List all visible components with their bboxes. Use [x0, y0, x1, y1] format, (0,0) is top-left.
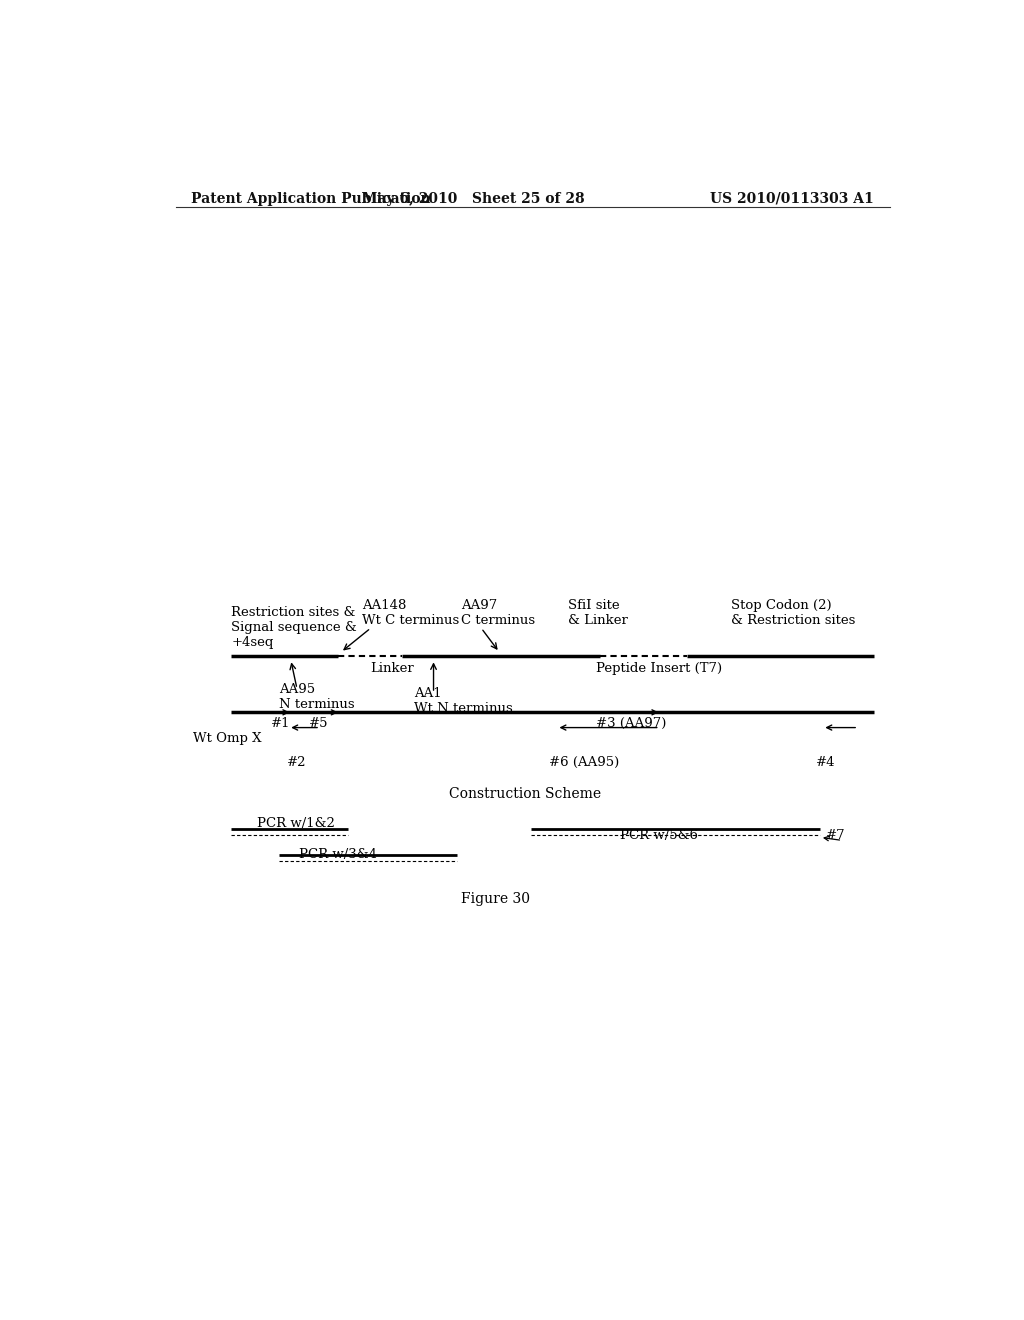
Text: Patent Application Publication: Patent Application Publication — [191, 191, 431, 206]
Text: Restriction sites &
Signal sequence &
+4seq: Restriction sites & Signal sequence & +4… — [231, 606, 357, 648]
Text: #1: #1 — [270, 718, 291, 730]
Text: #2: #2 — [287, 756, 306, 770]
Text: Peptide Insert (T7): Peptide Insert (T7) — [596, 661, 722, 675]
Text: PCR w/5&6: PCR w/5&6 — [620, 829, 698, 842]
Text: May 6, 2010   Sheet 25 of 28: May 6, 2010 Sheet 25 of 28 — [361, 191, 585, 206]
Text: AA95
N terminus: AA95 N terminus — [279, 682, 354, 711]
Text: #4: #4 — [816, 756, 836, 770]
Text: AA1
Wt N terminus: AA1 Wt N terminus — [414, 686, 512, 715]
Text: #6 (AA95): #6 (AA95) — [549, 756, 618, 770]
Text: Figure 30: Figure 30 — [461, 892, 530, 907]
Text: #5: #5 — [309, 718, 329, 730]
Text: US 2010/0113303 A1: US 2010/0113303 A1 — [711, 191, 873, 206]
Text: #7: #7 — [826, 829, 846, 842]
Text: AA97
C terminus: AA97 C terminus — [461, 598, 536, 627]
Text: #3 (AA97): #3 (AA97) — [596, 718, 667, 730]
Text: Linker: Linker — [370, 661, 414, 675]
Text: Wt Omp X: Wt Omp X — [194, 731, 261, 744]
Text: Stop Codon (2)
& Restriction sites: Stop Codon (2) & Restriction sites — [731, 598, 855, 627]
Text: PCR w/1&2: PCR w/1&2 — [257, 817, 335, 830]
Text: PCR w/3&4: PCR w/3&4 — [299, 847, 377, 861]
Text: SfiI site
& Linker: SfiI site & Linker — [568, 598, 629, 627]
Text: Construction Scheme: Construction Scheme — [449, 787, 601, 800]
Text: AA148
Wt C terminus: AA148 Wt C terminus — [362, 598, 460, 627]
